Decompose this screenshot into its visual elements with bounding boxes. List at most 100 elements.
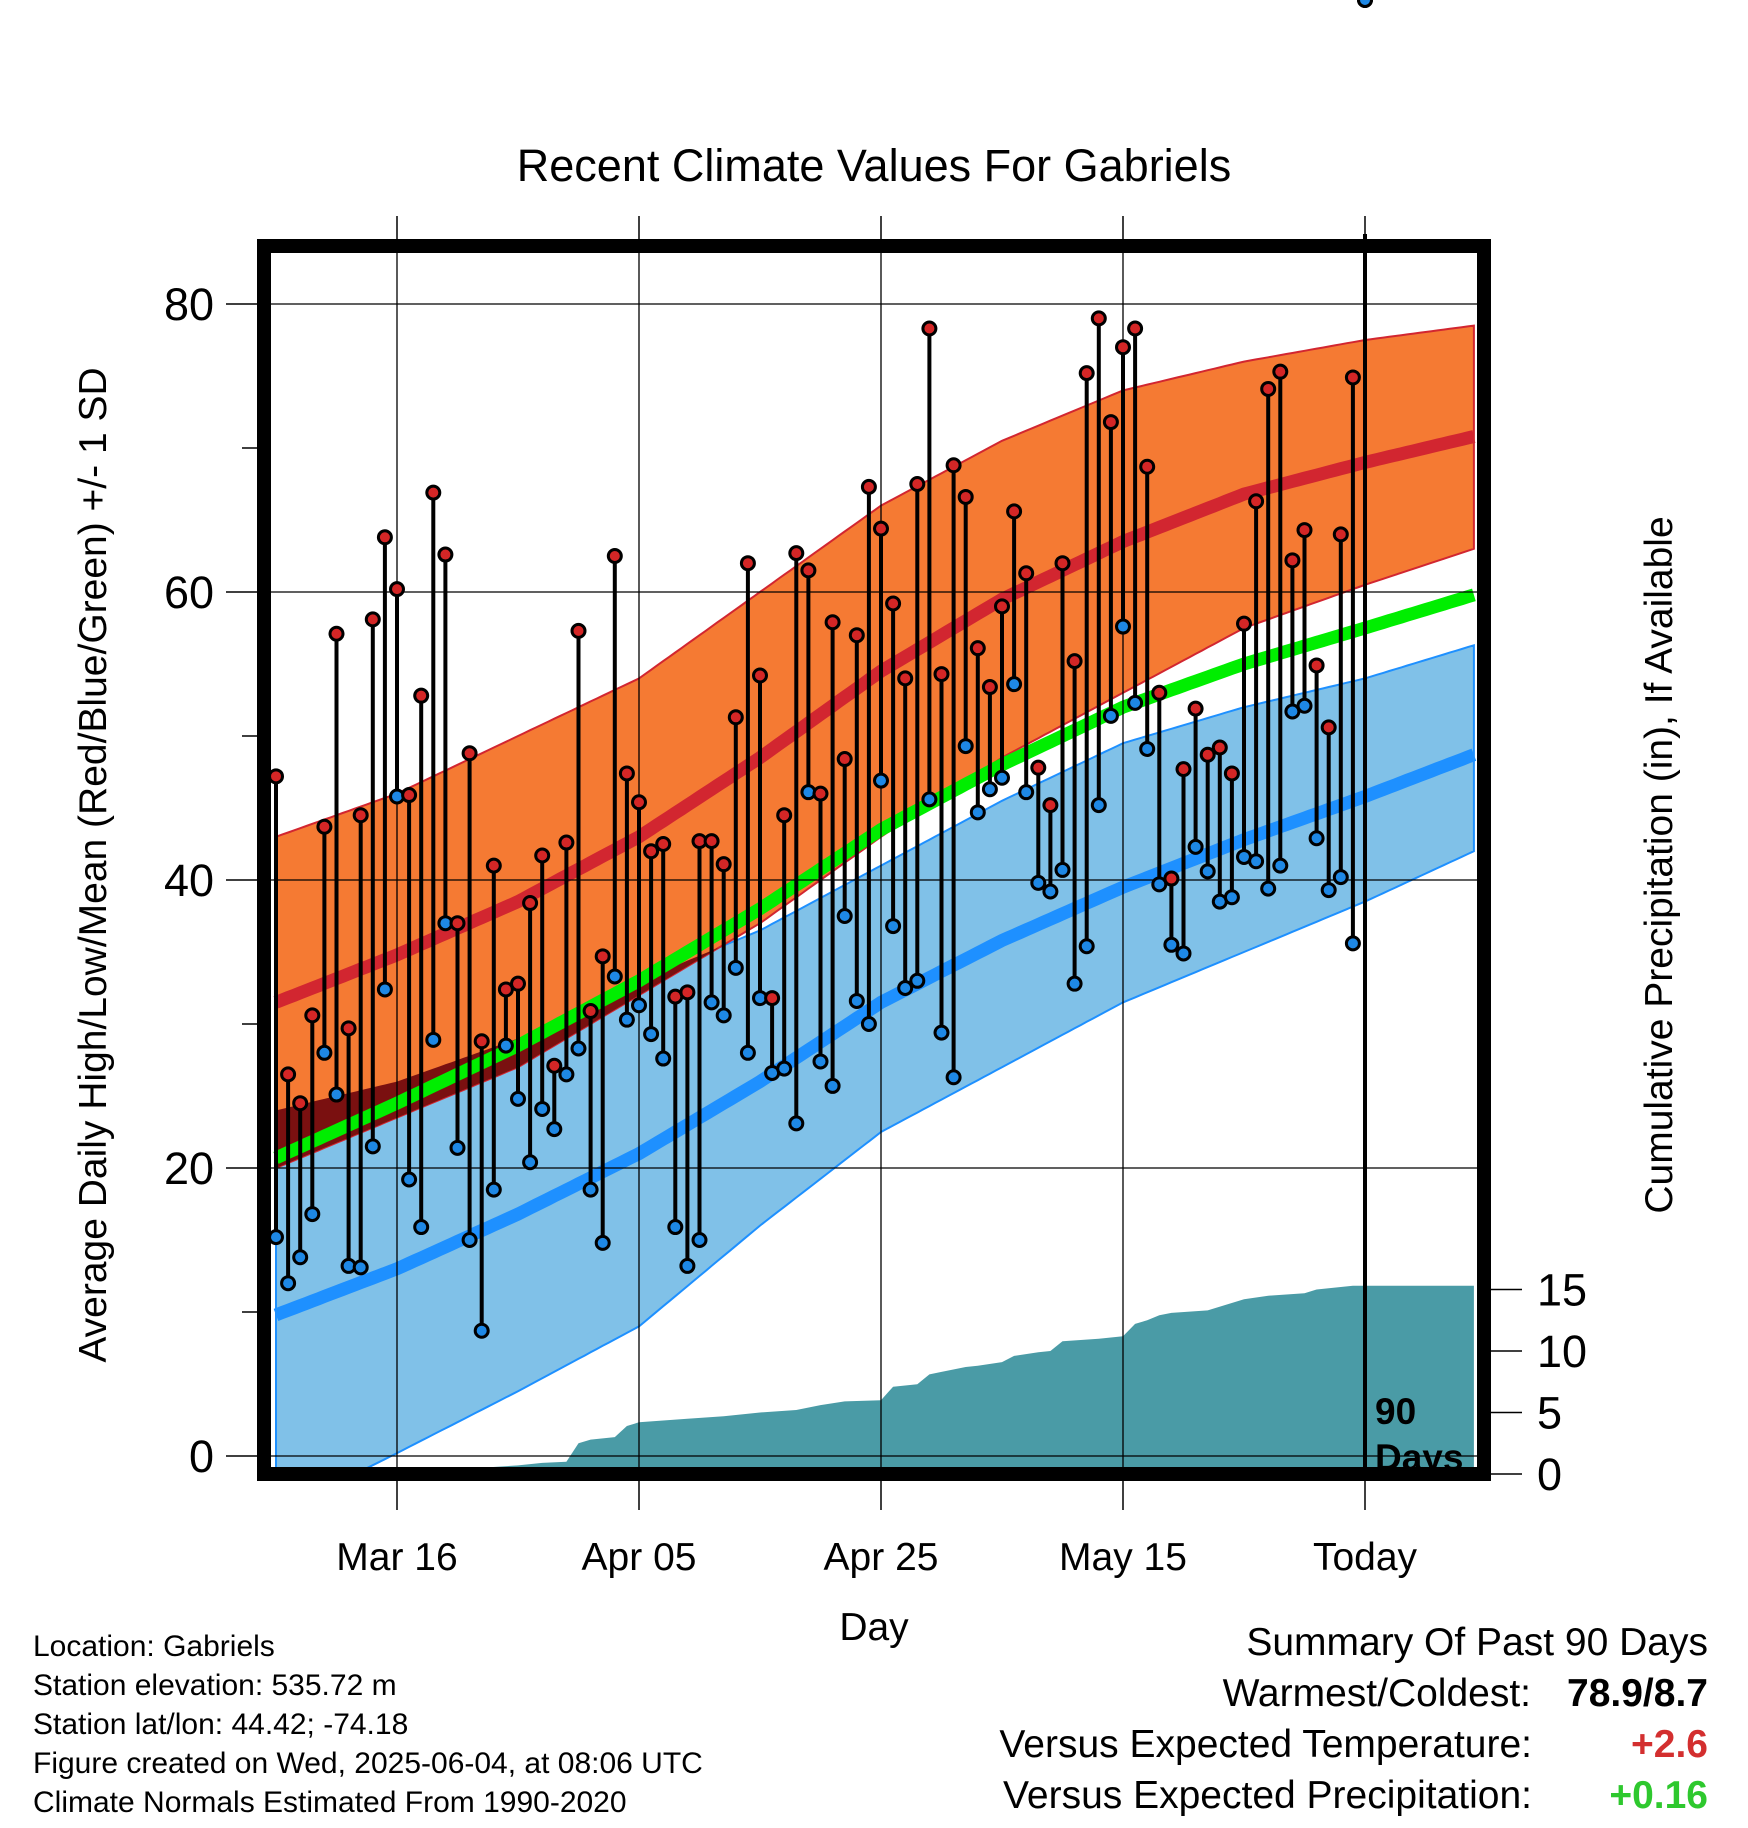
daily-high-point xyxy=(268,768,284,785)
daily-low-point xyxy=(679,1257,696,1274)
daily-high-point xyxy=(1272,363,1289,380)
daily-high-point xyxy=(921,320,938,337)
daily-low-point xyxy=(1175,945,1192,962)
daily-high-point xyxy=(824,614,841,631)
daily-low-point xyxy=(873,772,889,789)
daily-high-point xyxy=(1030,759,1047,776)
daily-low-point xyxy=(1296,697,1313,714)
daily-high-point xyxy=(522,895,539,912)
daily-low-point xyxy=(1115,618,1131,635)
daily-high-point xyxy=(485,857,502,874)
daily-high-point xyxy=(957,488,974,505)
daily-high-point xyxy=(1248,493,1265,510)
normals-text: Climate Normals Estimated From 1990-2020 xyxy=(33,1786,627,1819)
daily-high-point xyxy=(1260,380,1277,397)
daily-high-point xyxy=(945,457,962,474)
daily-low-point xyxy=(292,1249,309,1266)
daily-high-point xyxy=(292,1095,309,1112)
daily-low-point xyxy=(909,972,926,989)
daily-low-point xyxy=(897,980,914,996)
daily-low-point xyxy=(510,1090,526,1107)
daily-low-point xyxy=(703,994,720,1011)
daily-high-point xyxy=(534,847,551,864)
x-tick-label: Today xyxy=(1313,1536,1418,1579)
daily-high-point xyxy=(449,915,466,932)
daily-low-point xyxy=(727,959,744,976)
daily-low-point xyxy=(304,1206,321,1223)
daily-low-point xyxy=(1187,838,1204,855)
daily-high-point xyxy=(860,478,877,495)
daily-low-point xyxy=(461,1232,478,1248)
daily-low-point xyxy=(1078,938,1095,955)
y-tick-label: 60 xyxy=(164,567,214,618)
y-axis-label: Average Daily High/Low/Mean (Red/Blue/Gr… xyxy=(72,367,115,1362)
daily-low-point xyxy=(1163,936,1180,953)
daily-low-point xyxy=(691,1232,708,1248)
low-normal-line xyxy=(273,748,1477,1321)
daily-low-point xyxy=(933,1024,950,1041)
daily-high-point xyxy=(461,745,478,762)
daily-high-point xyxy=(1199,746,1216,763)
daily-high-point xyxy=(727,709,744,726)
daily-high-point xyxy=(679,984,696,1001)
daily-low-point xyxy=(1030,874,1047,891)
daily-low-point xyxy=(1018,784,1035,801)
daily-high-point xyxy=(1344,369,1361,386)
daily-high-point xyxy=(1332,526,1349,543)
daily-low-point xyxy=(981,781,998,798)
daily-high-point xyxy=(776,807,793,824)
vs-precip-row: Versus Expected Precipitation: +0.16 xyxy=(999,1770,1708,1821)
daily-low-point xyxy=(364,1138,381,1155)
daily-high-point xyxy=(994,598,1010,615)
daily-high-point xyxy=(836,751,853,768)
daily-low-point xyxy=(1357,0,1373,8)
daily-high-point xyxy=(1296,522,1313,539)
daily-low-point xyxy=(1054,861,1071,878)
y-tick-label: 40 xyxy=(164,855,214,906)
y2-tick-label: 0 xyxy=(1537,1449,1562,1500)
vs-precip-value: +0.16 xyxy=(1609,1774,1708,1817)
daily-high-point xyxy=(497,981,514,998)
daily-low-point xyxy=(376,981,393,998)
station-info: Location: Gabriels Station elevation: 53… xyxy=(33,1627,703,1822)
high-normal-line xyxy=(273,430,1476,1009)
daily-low-point xyxy=(631,997,647,1014)
daily-low-point xyxy=(885,918,902,935)
daily-low-point xyxy=(1006,676,1023,693)
daily-low-point xyxy=(546,1121,563,1138)
warmest-coldest-label: Warmest/Coldest: xyxy=(1222,1672,1532,1715)
daily-high-point xyxy=(812,785,829,802)
daily-high-point xyxy=(546,1057,563,1074)
daily-high-point xyxy=(618,765,635,782)
daily-low-point xyxy=(1320,882,1337,899)
daily-high-point xyxy=(594,948,611,965)
daily-high-point xyxy=(933,666,950,683)
daily-high-point xyxy=(1042,797,1059,814)
daily-high-point xyxy=(1090,310,1107,327)
daily-high-point xyxy=(981,679,998,696)
daily-high-point xyxy=(340,1020,357,1037)
daily-low-point xyxy=(957,738,974,755)
period-label: 90 Days xyxy=(1375,1391,1463,1478)
daily-low-point xyxy=(969,804,986,821)
daily-high-point xyxy=(788,545,805,562)
daily-low-point xyxy=(715,1007,732,1024)
daily-high-point xyxy=(473,1033,490,1050)
daily-high-point xyxy=(1018,565,1035,582)
daily-high-point xyxy=(655,836,672,852)
daily-high-point xyxy=(1308,657,1325,674)
daily-high-point xyxy=(413,687,430,704)
location-text: Location: Gabriels xyxy=(33,1630,275,1663)
daily-low-point xyxy=(1332,869,1349,886)
daily-low-point xyxy=(570,1040,587,1057)
daily-high-point xyxy=(1187,700,1204,717)
daily-high-point xyxy=(739,555,756,572)
daily-high-point xyxy=(328,625,345,642)
daily-low-point xyxy=(534,1100,551,1117)
daily-low-point xyxy=(655,1050,672,1067)
daily-low-point xyxy=(280,1275,297,1292)
daily-low-point xyxy=(1223,889,1240,906)
daily-low-point xyxy=(268,1229,284,1246)
daily-high-point xyxy=(909,476,926,492)
